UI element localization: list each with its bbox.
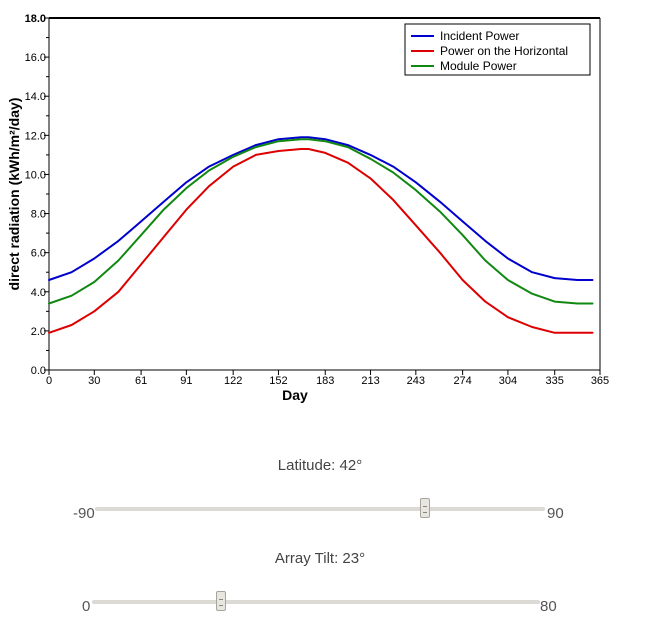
x-tick-label: 0	[46, 375, 52, 387]
x-tick-label: 61	[135, 375, 147, 387]
x-tick-label: 243	[407, 375, 425, 387]
x-tick-label: 183	[316, 375, 334, 387]
y-tick-label: 16.0	[25, 52, 46, 64]
legend-entry: Power on the Horizontal	[440, 44, 568, 58]
tilt-slider-track[interactable]	[92, 600, 540, 604]
latitude-label: Latitude: 42°	[277, 457, 363, 474]
tilt-slider-handle[interactable]	[215, 591, 226, 611]
x-tick-label: 91	[180, 375, 192, 387]
series-line-0	[48, 136, 594, 281]
x-tick-label: 213	[361, 375, 379, 387]
series-line-2	[48, 138, 594, 305]
y-axis-label: direct radiation (kWh/m²/day)	[6, 98, 22, 291]
latitude-max-label: 90	[547, 505, 564, 522]
y-tick-label: 10.0	[25, 169, 46, 181]
radiation-chart: 0 30 61 91 122 152 183 213 243 274 304 335 365 0.0 2.0…	[6, 13, 609, 403]
legend-entry: Module Power	[440, 59, 517, 73]
y-tick-label: 6.0	[31, 248, 46, 260]
x-tick-label: 152	[269, 375, 287, 387]
latitude-slider-handle[interactable]	[420, 498, 430, 518]
legend-box	[404, 23, 591, 76]
y-tick-label: 4.0	[31, 287, 46, 299]
latitude-min-label: -90	[73, 505, 95, 522]
x-tick-label: 274	[453, 375, 471, 387]
latitude-slider-track[interactable]	[95, 507, 545, 511]
y-tick-label: 8.0	[31, 209, 46, 221]
y-tick-label: 2.0	[31, 326, 46, 338]
x-tick-label: 335	[546, 375, 564, 387]
series-line-1	[48, 148, 594, 334]
tilt-label: Array Tilt: 23°	[274, 550, 366, 567]
x-tick-label: 30	[88, 375, 100, 387]
y-tick-label: 14.0	[25, 91, 46, 103]
x-tick-label: 122	[224, 375, 242, 387]
legend-entry: Incident Power	[440, 29, 519, 43]
y-tick-label: 0.0	[31, 365, 46, 377]
y-tick-label: 12.0	[25, 130, 46, 142]
y-tick-label: 18.0	[25, 13, 46, 25]
x-tick-label: 304	[499, 375, 517, 387]
tilt-max-label: 80	[540, 598, 557, 615]
x-axis-label: Day	[282, 387, 308, 403]
x-tick-label: 365	[591, 375, 609, 387]
tilt-min-label: 0	[82, 598, 91, 615]
